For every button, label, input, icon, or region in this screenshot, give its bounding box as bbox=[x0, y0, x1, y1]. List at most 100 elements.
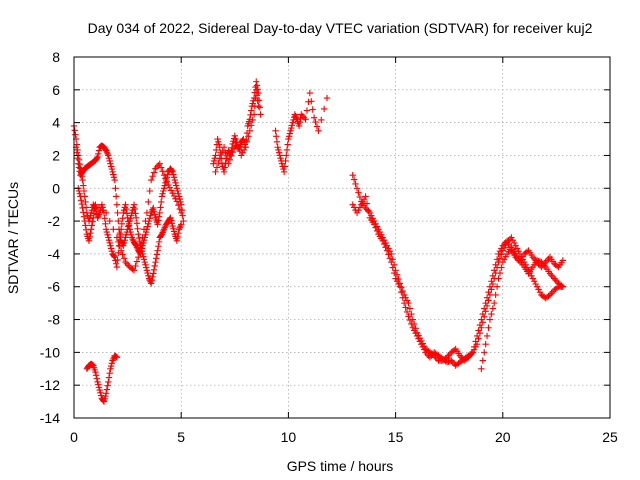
data-point bbox=[228, 148, 235, 155]
data-point bbox=[165, 181, 172, 189]
data-point bbox=[420, 346, 428, 353]
data-point bbox=[359, 198, 366, 206]
data-point bbox=[243, 136, 250, 144]
data-point bbox=[122, 231, 130, 238]
data-point bbox=[105, 152, 112, 159]
y-tick-label: -8 bbox=[48, 312, 61, 328]
x-tick-label: 5 bbox=[177, 429, 185, 445]
data-point bbox=[85, 237, 93, 244]
data-point bbox=[178, 221, 185, 228]
data-point bbox=[398, 288, 405, 296]
data-point bbox=[174, 233, 181, 241]
data-point bbox=[250, 94, 258, 102]
data-point bbox=[256, 104, 264, 111]
data-point bbox=[104, 231, 111, 238]
y-tick-label: 8 bbox=[52, 49, 60, 65]
data-point bbox=[283, 152, 290, 159]
data-point bbox=[349, 201, 356, 208]
data-point bbox=[113, 263, 121, 271]
data-point bbox=[130, 201, 138, 208]
data-point bbox=[92, 201, 99, 208]
data-point bbox=[253, 78, 260, 85]
data-point bbox=[532, 280, 539, 288]
data-point bbox=[173, 185, 181, 192]
data-point bbox=[245, 133, 252, 140]
data-point bbox=[386, 255, 394, 262]
data-point bbox=[400, 291, 408, 299]
data-point bbox=[228, 144, 236, 151]
data-point bbox=[313, 123, 321, 130]
data-point bbox=[403, 297, 411, 304]
data-point bbox=[223, 155, 230, 162]
data-point bbox=[214, 135, 221, 143]
data-point bbox=[478, 365, 485, 372]
data-point bbox=[159, 168, 166, 175]
data-point bbox=[139, 250, 146, 258]
data-point bbox=[102, 392, 109, 400]
data-point bbox=[155, 217, 162, 224]
grid bbox=[74, 57, 610, 418]
data-point bbox=[492, 291, 499, 299]
data-point bbox=[115, 217, 122, 225]
data-point bbox=[133, 258, 141, 265]
data-point bbox=[280, 165, 287, 173]
data-point bbox=[180, 217, 187, 225]
data-point bbox=[166, 184, 173, 191]
data-point bbox=[107, 160, 114, 167]
data-point bbox=[288, 122, 296, 129]
data-point bbox=[448, 357, 455, 364]
data-point bbox=[395, 280, 402, 288]
data-point bbox=[145, 198, 152, 206]
data-point bbox=[175, 229, 182, 237]
data-point bbox=[103, 386, 111, 393]
data-point bbox=[75, 160, 82, 167]
data-point bbox=[210, 160, 217, 167]
data-point bbox=[94, 153, 101, 161]
data-point bbox=[220, 168, 228, 176]
data-point bbox=[498, 245, 505, 252]
data-point bbox=[280, 168, 288, 176]
data-point bbox=[178, 209, 185, 217]
data-point bbox=[142, 231, 149, 238]
data-point bbox=[167, 217, 175, 224]
data-point bbox=[318, 116, 325, 124]
y-axis-label: SDTVAR / TECUs bbox=[5, 182, 21, 294]
data-point bbox=[506, 235, 514, 243]
data-point bbox=[157, 164, 165, 171]
data-point bbox=[488, 278, 495, 285]
data-point bbox=[392, 275, 399, 282]
data-point bbox=[349, 171, 356, 179]
data-point bbox=[120, 255, 128, 262]
data-point bbox=[549, 273, 557, 281]
data-point bbox=[559, 257, 567, 264]
data-point bbox=[132, 241, 139, 248]
data-point bbox=[157, 204, 164, 211]
data-point bbox=[90, 214, 97, 222]
data-point bbox=[110, 226, 117, 233]
data-point bbox=[222, 159, 229, 167]
data-point bbox=[95, 147, 103, 154]
data-point bbox=[108, 165, 116, 173]
data-point bbox=[127, 215, 134, 222]
data-point bbox=[211, 154, 218, 162]
data-point bbox=[406, 316, 414, 324]
data-point bbox=[115, 226, 123, 233]
data-point bbox=[78, 200, 86, 208]
data-point bbox=[88, 222, 96, 229]
data-point bbox=[210, 157, 218, 165]
data-point bbox=[482, 308, 489, 315]
data-point bbox=[235, 144, 242, 151]
data-point bbox=[170, 225, 177, 232]
data-point bbox=[408, 320, 415, 328]
series-group bbox=[349, 171, 567, 364]
data-point bbox=[553, 262, 561, 270]
data-point bbox=[489, 280, 496, 288]
data-point bbox=[543, 257, 551, 264]
data-point bbox=[529, 275, 537, 282]
data-point bbox=[296, 118, 304, 126]
data-point bbox=[93, 154, 101, 162]
data-point bbox=[372, 224, 379, 231]
data-point bbox=[175, 190, 182, 197]
data-point bbox=[400, 299, 408, 307]
